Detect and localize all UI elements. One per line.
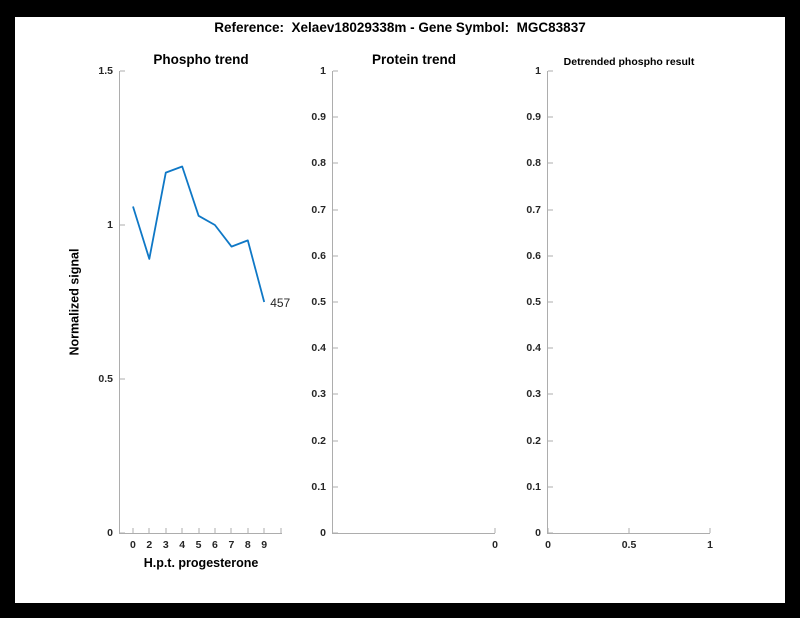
y-tick-label: 0.5	[311, 296, 326, 308]
y-tick-mark	[333, 116, 338, 118]
y-tick-mark	[548, 70, 553, 72]
x-axis-label: H.p.t. progesterone	[143, 556, 259, 570]
y-axis-label-wrap: Normalized signal	[64, 71, 84, 533]
y-tick-mark	[548, 393, 553, 395]
y-tick-label: 1	[320, 65, 326, 77]
x-tick-mark	[165, 528, 167, 533]
y-tick-label: 0	[535, 527, 541, 539]
y-tick-label: 0.8	[526, 157, 541, 170]
x-tick-mark	[214, 528, 216, 533]
y-tick-label: 1	[535, 65, 541, 77]
x-tick-mark	[494, 528, 496, 533]
x-tick-label: 0	[130, 539, 136, 551]
x-tick-mark	[148, 528, 150, 533]
x-tick-label: 0	[492, 539, 498, 551]
y-tick-mark	[548, 301, 553, 303]
subplot-phospho-trend: Phospho trend Normalized signal H.p.t. p…	[67, 52, 291, 570]
y-tick-mark	[548, 116, 553, 118]
y-tick-label: 0.5	[526, 296, 541, 308]
y-tick-label: 1.5	[98, 65, 113, 77]
x-tick-label: 0	[545, 539, 551, 551]
subplot-detrended-phospho-result: Detrended phospho result 0 0.1 0.2 0.3 0.4 0.…	[526, 56, 713, 551]
y-tick-label: 0	[320, 527, 326, 539]
y-axis-label: Normalized signal	[67, 248, 82, 356]
x-tick-label: 8	[244, 539, 251, 551]
y-tick-mark	[333, 347, 338, 349]
y-tick-mark	[548, 209, 553, 211]
y-tick-label: 0.7	[311, 203, 326, 216]
x-tick-label: 0.5	[621, 539, 637, 551]
x-tick-label: 6	[212, 539, 218, 551]
y-tick-label: 0.7	[526, 203, 541, 216]
y-tick-label: 0.9	[526, 111, 541, 124]
y-tick-mark	[548, 440, 553, 442]
y-tick-label: 0.4	[526, 342, 541, 355]
y-tick-mark	[333, 440, 338, 442]
subplot-protein-trend: Protein trend 0 0.1 0.2 0.3 0.4 0.5 0.6 0.7 0.8 0…	[311, 52, 498, 551]
y-tick-label: 0.1	[526, 480, 541, 493]
x-tick-label: 3	[162, 539, 169, 551]
y-tick-mark	[548, 347, 553, 349]
x-tick-mark	[247, 528, 249, 533]
end-point-label: 457	[270, 296, 290, 310]
y-tick-mark	[548, 162, 553, 164]
y-tick-label: 0.9	[311, 111, 326, 124]
y-tick-label: 0.8	[311, 157, 326, 170]
y-tick-label: 0.1	[311, 480, 326, 493]
trend-line-plot: 457	[132, 165, 291, 310]
trend-line	[132, 165, 266, 303]
x-tick-mark	[709, 528, 711, 533]
y-tick-label: 0.5	[98, 372, 113, 385]
x-tick-label: 2	[146, 539, 153, 551]
x-tick-label: 9	[261, 539, 268, 551]
y-tick-mark	[120, 224, 125, 226]
x-tick-mark	[628, 528, 630, 533]
y-tick-mark	[120, 378, 125, 380]
y-tick-mark	[333, 532, 338, 534]
figure-title: Reference: Xelaev18029338m - Gene Symbol…	[214, 20, 586, 35]
y-tick-label: 0.2	[526, 434, 541, 447]
y-tick-mark	[333, 393, 338, 395]
y-tick-mark	[120, 70, 125, 72]
y-tick-mark	[333, 486, 338, 488]
detrended-phospho-result-title: Detrended phospho result	[563, 56, 695, 68]
y-tick-mark	[548, 486, 553, 488]
x-tick-mark	[198, 528, 200, 533]
x-tick-mark	[230, 528, 232, 533]
y-tick-mark	[120, 532, 125, 534]
y-tick-mark	[333, 70, 338, 72]
y-tick-mark	[333, 209, 338, 211]
x-tick-mark	[263, 528, 265, 533]
y-tick-mark	[333, 301, 338, 303]
y-tick-label: 0	[107, 527, 113, 539]
x-tick-mark	[132, 528, 134, 533]
y-tick-mark	[333, 255, 338, 257]
y-tick-label: 0.3	[311, 388, 326, 401]
x-tick-label: 7	[228, 539, 235, 551]
y-tick-mark	[548, 532, 553, 534]
x-tick-label: 1	[707, 539, 713, 551]
x-tick-mark	[181, 528, 183, 533]
x-tick-mark	[280, 528, 282, 533]
y-tick-label: 0.6	[526, 249, 541, 262]
y-tick-mark	[333, 162, 338, 164]
x-tick-label: 4	[179, 539, 186, 551]
y-tick-label: 0.3	[526, 388, 541, 401]
y-tick-label: 0.4	[311, 342, 326, 355]
figure-canvas: Reference: Xelaev18029338m - Gene Symbol…	[15, 17, 785, 603]
y-tick-label: 0.2	[311, 434, 326, 447]
phospho-trend-title: Phospho trend	[153, 52, 249, 67]
x-tick-label: 5	[195, 539, 202, 551]
y-tick-mark	[548, 255, 553, 257]
x-tick-mark	[547, 528, 549, 533]
y-tick-label: 0.6	[311, 249, 326, 262]
protein-trend-title: Protein trend	[371, 52, 456, 67]
y-tick-label: 1	[107, 218, 113, 231]
